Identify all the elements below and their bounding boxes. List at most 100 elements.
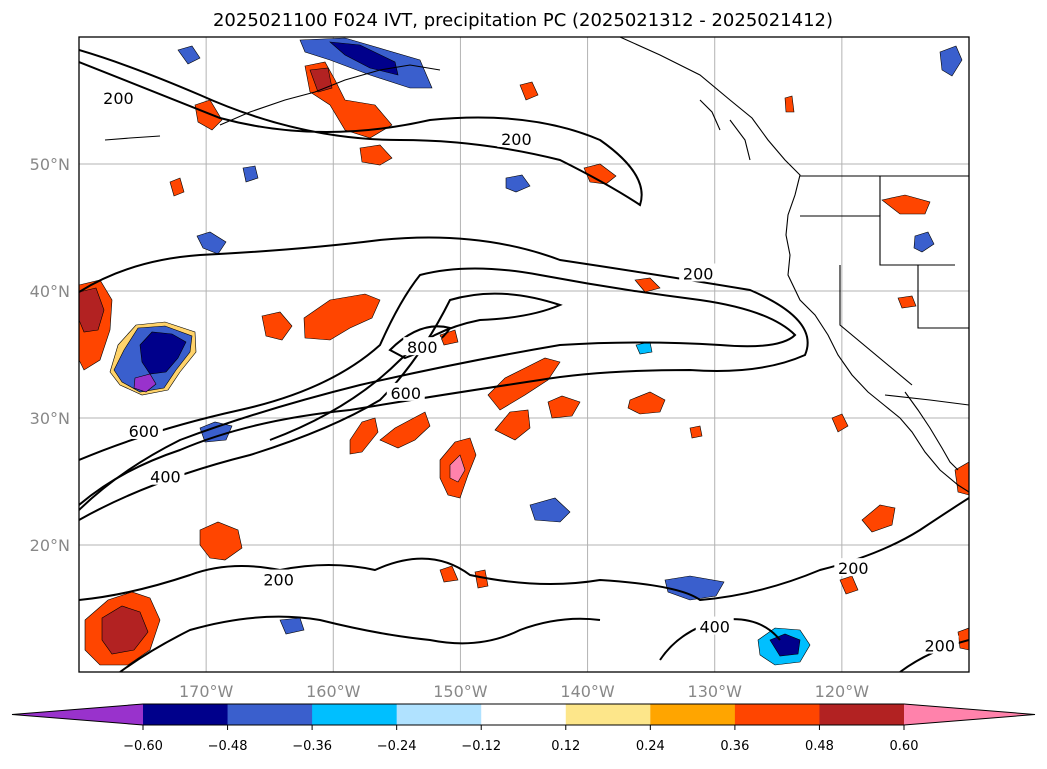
colorbar-segment xyxy=(734,704,820,725)
precip-patch-positive xyxy=(303,293,381,341)
precip-patch-positive xyxy=(194,99,223,131)
ivt-contour-label: 400 xyxy=(150,468,181,487)
ivt-contour-label: 200 xyxy=(103,89,134,108)
precip-patch-positive xyxy=(199,521,243,561)
colorbar-segment xyxy=(396,704,482,725)
colorbar-tick-label: 0.36 xyxy=(720,739,749,754)
coastline-aleutians xyxy=(104,135,161,141)
ivt-contour-label: 600 xyxy=(390,384,421,403)
precip-patch-positive xyxy=(474,569,489,589)
coastline-baja xyxy=(904,391,959,471)
contour-label-background xyxy=(834,558,873,577)
precip-patch-negative xyxy=(329,41,399,76)
contour-label-background xyxy=(99,88,138,107)
ivt-contour-label: 200 xyxy=(501,130,532,149)
precip-patch-positive xyxy=(79,287,105,333)
contour-label-background xyxy=(920,635,959,654)
colorbar-tick-label: −0.36 xyxy=(292,739,332,754)
precip-patch-positive xyxy=(101,605,149,655)
ivt-contour-400-main xyxy=(79,267,797,511)
precip-patch-positive xyxy=(519,81,539,101)
longitude-tick-label: 150°W xyxy=(433,682,488,701)
ivt-contour-200-main xyxy=(79,236,809,506)
colorbar-tick-label: −0.60 xyxy=(123,739,163,754)
precip-patch-positive xyxy=(839,575,859,595)
contour-label-background xyxy=(497,128,536,147)
colorbar-extension-min xyxy=(12,704,143,725)
ivt-contour-label: 600 xyxy=(129,422,160,441)
longitude-tick-labels: 170°W 160°W 150°W 140°W 130°W 120°W xyxy=(179,682,869,701)
colorbar-tick-label: −0.24 xyxy=(377,739,417,754)
precip-patch-positive xyxy=(831,413,849,433)
border-states-3 xyxy=(879,176,969,329)
colorbar-segment xyxy=(481,704,567,725)
colorbar-segment xyxy=(143,704,229,725)
contour-label-background xyxy=(124,420,163,439)
longitude-tick-label: 170°W xyxy=(179,682,234,701)
contour-label-background xyxy=(403,337,442,356)
colorbar xyxy=(11,703,1036,730)
longitude-tick-label: 140°W xyxy=(560,682,615,701)
precip-patches xyxy=(79,37,969,666)
precip-patch-positive xyxy=(379,411,431,449)
ivt-contour-label: 400 xyxy=(699,618,730,637)
precip-patch-negative xyxy=(196,231,227,255)
latitude-tick-labels: 50°N 40°N 30°N 20°N xyxy=(30,155,70,555)
colorbar-segment xyxy=(312,704,398,725)
coastline-bc-islands xyxy=(699,99,751,161)
ivt-contour-label: 200 xyxy=(263,571,294,590)
ivt-contour-label: 200 xyxy=(924,637,955,656)
precip-patch-negative xyxy=(505,174,531,193)
precip-patch-negative xyxy=(139,331,187,375)
latitude-tick-label: 20°N xyxy=(30,536,70,555)
precip-patch-negative xyxy=(769,633,801,657)
precip-patch-negative xyxy=(913,231,935,253)
contour-label-background xyxy=(386,382,425,401)
contour-label-background xyxy=(695,616,734,635)
precip-patch-positive xyxy=(449,454,466,483)
precip-patch-positive xyxy=(494,409,531,441)
precip-patch-negative xyxy=(664,575,725,601)
longitude-tick-label: 130°W xyxy=(688,682,743,701)
precip-patch-positive xyxy=(359,144,393,166)
precip-patch-positive xyxy=(957,627,969,651)
precip-patch-positive xyxy=(634,277,661,293)
colorbar-tick-label: −0.12 xyxy=(461,739,501,754)
longitude-tick-label: 160°W xyxy=(306,682,361,701)
coastline-north-america xyxy=(619,37,969,493)
precip-patch-positive xyxy=(689,425,703,439)
colorbar-tick-label: 0.24 xyxy=(636,739,665,754)
colorbar-segment xyxy=(650,704,736,725)
precip-patch-positive xyxy=(897,295,917,309)
colorbar-tick-label: 0.60 xyxy=(890,739,919,754)
colorbar-segment xyxy=(565,704,651,725)
map-title: 2025021100 F024 IVT, precipitation PC (2… xyxy=(213,10,833,31)
ivt-contour-200-north xyxy=(79,49,643,207)
precip-patch-negative xyxy=(529,497,571,523)
precip-patch-positive xyxy=(169,177,185,197)
precip-patch-positive xyxy=(583,163,617,185)
longitude-tick-label: 120°W xyxy=(815,682,870,701)
latitude-tick-label: 50°N xyxy=(30,155,70,174)
border-states-2 xyxy=(839,265,913,386)
coastline-alaska xyxy=(219,64,441,126)
precip-patch-positive xyxy=(309,67,333,93)
contour-label-background xyxy=(146,466,185,485)
colorbar-segment xyxy=(819,704,905,725)
border-us-mexico xyxy=(884,394,969,406)
precip-patch-negative xyxy=(939,45,963,77)
coastlines xyxy=(104,37,969,493)
latitude-tick-label: 30°N xyxy=(30,409,70,428)
colorbar-segment xyxy=(227,704,313,725)
colorbar-tick-label: −0.48 xyxy=(208,739,248,754)
precip-patch-positive xyxy=(547,395,581,419)
precip-patch-negative xyxy=(177,45,201,65)
map-plot-area: 200 200 200 800 600 600 400 200 400 200 200 xyxy=(79,37,969,672)
precip-patch-positive xyxy=(349,417,379,455)
precip-patch-positive xyxy=(861,504,896,533)
map-frame xyxy=(78,36,970,673)
ivt-contour-labels: 200 200 200 800 600 600 400 200 400 200 200 xyxy=(99,88,959,656)
precip-patch-positive xyxy=(261,311,293,341)
precip-patch-positive xyxy=(784,95,795,113)
